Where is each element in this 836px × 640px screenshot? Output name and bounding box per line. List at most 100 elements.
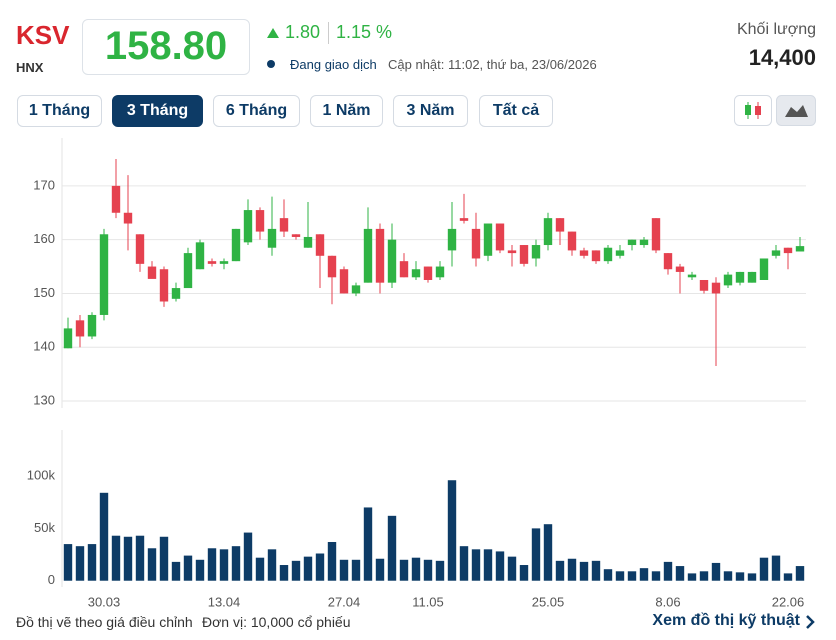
volume-bar (771, 555, 781, 581)
price-box (82, 19, 250, 75)
volume-bar (615, 571, 625, 581)
candle-body (687, 274, 697, 278)
volume-bar (687, 573, 697, 581)
volume-bar (195, 559, 205, 581)
volume-bar (159, 536, 169, 581)
candle-body (87, 314, 97, 337)
volume-bar (627, 571, 637, 581)
candle-body (195, 242, 205, 270)
candle-body (639, 239, 649, 246)
y-tick-label: 150 (33, 285, 55, 300)
y-tick-label: 170 (33, 177, 55, 192)
candle-body (567, 231, 577, 251)
footer-note: Đồ thị vẽ theo giá điều chỉnh (16, 614, 193, 630)
candle-body (447, 228, 457, 251)
range-button[interactable]: 3 Năm (393, 95, 468, 127)
candle-body (783, 247, 793, 254)
candle-body (771, 250, 781, 256)
candle-body (327, 255, 337, 278)
volume-bar (267, 549, 277, 581)
volume-bar (531, 528, 541, 581)
status-dot (267, 60, 275, 68)
status: Đang giao dịch (290, 57, 377, 72)
volume-bar (327, 541, 337, 581)
volume-bar (291, 560, 301, 581)
volume-bar (375, 558, 385, 581)
volume-bar (675, 566, 685, 581)
candle-body (699, 279, 709, 291)
range-button[interactable]: Tất cả (479, 95, 553, 127)
range-button[interactable]: 3 Tháng (112, 95, 203, 127)
candle-body (303, 236, 313, 248)
candle-body (255, 210, 265, 232)
range-button[interactable]: 1 Tháng (17, 95, 102, 127)
candle-body (483, 223, 493, 256)
x-tick-label: 22.06 (772, 594, 805, 609)
candle-body (351, 285, 361, 294)
x-tick-label: 11.05 (412, 594, 444, 609)
candle-body (579, 250, 589, 256)
range-button[interactable]: 6 Tháng (213, 95, 300, 127)
volume-bar (207, 548, 217, 581)
chart-type-toggle[interactable] (734, 95, 816, 127)
candle-body (759, 258, 769, 280)
volume-bar (735, 572, 745, 581)
volume-bar (279, 565, 289, 581)
candle-body (159, 269, 169, 302)
candle-body (147, 266, 157, 279)
candle-body (99, 234, 109, 315)
candle-body (471, 228, 481, 259)
volume-bar (759, 557, 769, 581)
volume-bar (567, 558, 577, 581)
candle-body (243, 210, 253, 243)
volume-bar (711, 562, 721, 581)
chevron[interactable] (804, 614, 816, 630)
candle-body (459, 218, 469, 221)
candle-body (399, 261, 409, 278)
volume-bar (483, 549, 493, 581)
volume-bar (423, 559, 433, 581)
x-tick-label: 27.04 (328, 594, 361, 609)
volume-bar (447, 480, 457, 581)
volume-bar (783, 573, 793, 581)
volume-bar (111, 535, 121, 581)
technical-link[interactable]: Xem đồ thị kỹ thuật (652, 612, 800, 629)
candle-body (711, 282, 721, 294)
volume-bar (495, 551, 505, 581)
volume-bar (171, 561, 181, 581)
x-tick-label: 8.06 (655, 594, 680, 609)
range-button[interactable]: 1 Năm (310, 95, 383, 127)
volume-bar (795, 566, 805, 581)
volume-bar (591, 560, 601, 581)
volume-bar (507, 556, 517, 581)
volume-bar (339, 559, 349, 581)
x-tick-label: 13.04 (208, 594, 241, 609)
volume-bar (747, 573, 757, 581)
updated: Cập nhật: 11:02, thứ ba, 23/06/2026 (388, 57, 597, 72)
volume-bar (399, 559, 409, 581)
exchange: HNX (16, 60, 44, 75)
y-tick-label: 0 (48, 572, 55, 587)
change: 1.80 (285, 22, 321, 42)
volume-bar (459, 546, 469, 581)
volume-bar (219, 549, 229, 581)
candle-body (219, 261, 229, 264)
volume-bar (315, 553, 325, 581)
separator (328, 22, 329, 44)
candle-body (591, 250, 601, 262)
candle-body (339, 269, 349, 294)
volume-bar (135, 535, 145, 581)
y-tick-label: 100k (27, 467, 56, 482)
candle-body (363, 228, 373, 283)
candle-body (123, 212, 133, 224)
volume-bar (543, 524, 553, 581)
candle-body (543, 218, 553, 246)
x-tick-label: 30.03 (88, 594, 121, 609)
volume-bar (243, 532, 253, 581)
candle-body (135, 234, 145, 264)
volume-bar (75, 546, 85, 581)
candle-body (291, 234, 301, 237)
volume-bar (99, 492, 109, 581)
